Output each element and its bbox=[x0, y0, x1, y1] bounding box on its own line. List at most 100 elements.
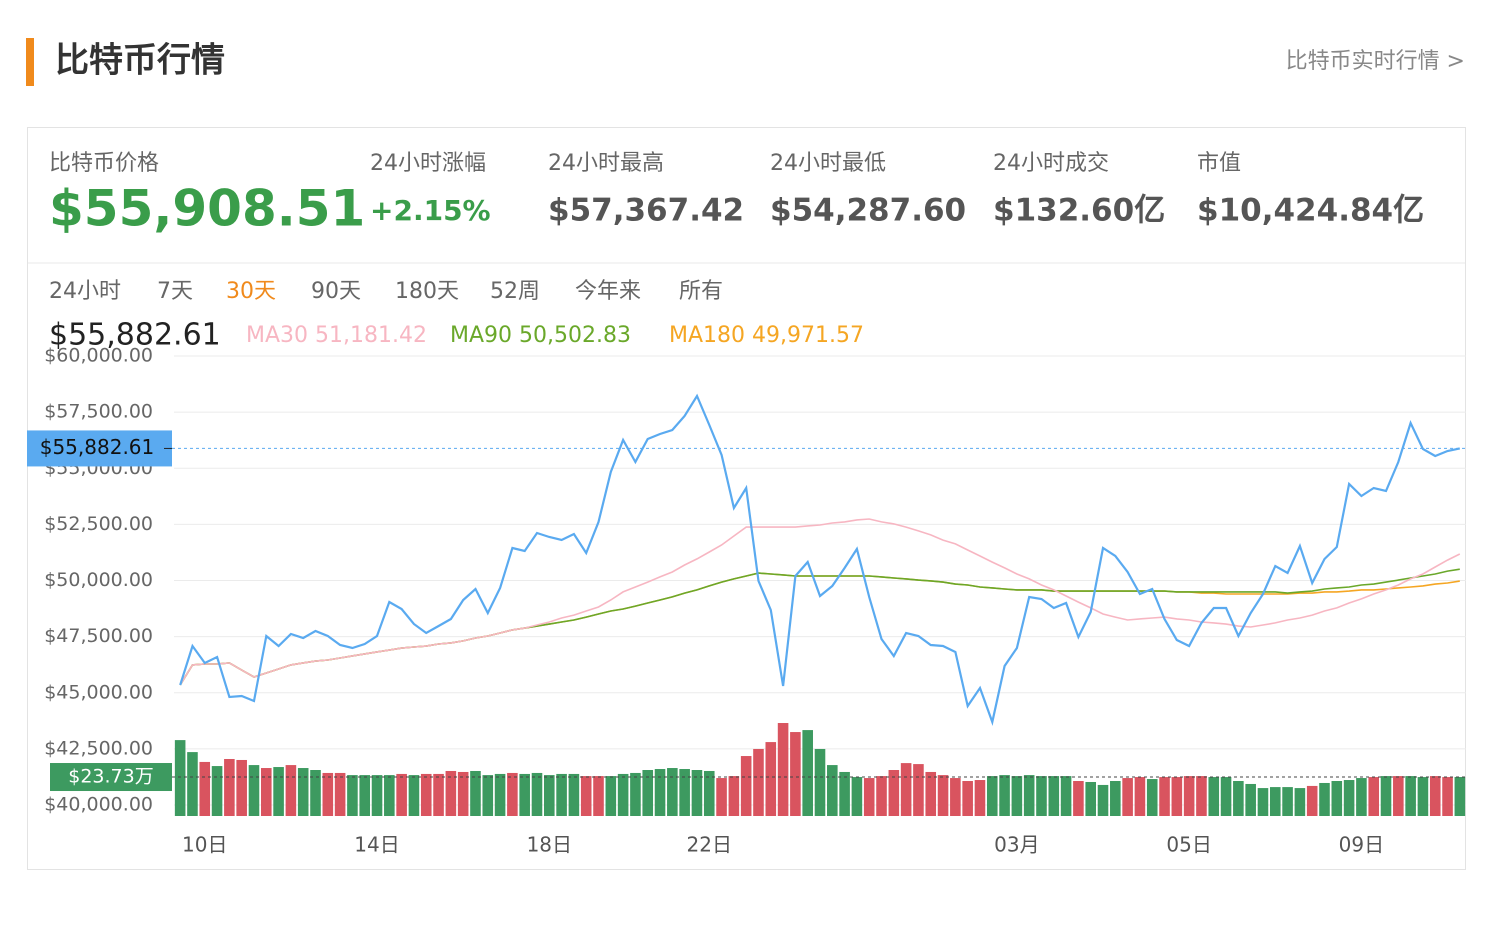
volume-bar bbox=[962, 781, 973, 816]
volume-bar bbox=[900, 763, 912, 816]
y-tick-label: $42,500.00 bbox=[44, 737, 153, 759]
stat-value: $54,287.60 bbox=[770, 193, 966, 229]
volume-bar bbox=[445, 770, 457, 816]
volume-marker-box bbox=[50, 763, 172, 792]
stat-label: 24小时成交 bbox=[993, 151, 1109, 176]
volume-bar bbox=[1442, 777, 1453, 816]
price-marker-label: $55,882.61 bbox=[40, 435, 155, 459]
x-tick-label: 14日 bbox=[354, 833, 399, 857]
volume-bar bbox=[1429, 776, 1441, 816]
y-tick-label: $40,000.00 bbox=[44, 794, 153, 816]
volume-bar bbox=[556, 773, 567, 816]
volume-bar bbox=[1196, 776, 1207, 816]
volume-bar bbox=[1085, 781, 1096, 816]
volume-bar bbox=[1306, 785, 1318, 816]
volume-bar bbox=[950, 778, 961, 816]
volume-bar bbox=[802, 730, 813, 816]
range-tab[interactable]: 7天 bbox=[157, 279, 193, 304]
volume-bar bbox=[1097, 784, 1109, 816]
volume-bar bbox=[470, 770, 481, 816]
volume-bar bbox=[260, 768, 272, 816]
volume-bar bbox=[593, 776, 604, 816]
volume-bar bbox=[482, 775, 494, 816]
volume-bar bbox=[433, 773, 444, 816]
volume-bar bbox=[1331, 781, 1343, 816]
volume-bar bbox=[1454, 777, 1466, 816]
volume-bar bbox=[630, 772, 641, 816]
volume-bar bbox=[1048, 776, 1060, 816]
volume-bar bbox=[494, 773, 506, 816]
stat-label: 市值 bbox=[1197, 151, 1241, 176]
volume-bar bbox=[986, 776, 998, 816]
volume-bar bbox=[1393, 776, 1404, 816]
stat-label: 24小时最高 bbox=[548, 151, 664, 176]
range-tab[interactable]: 90天 bbox=[311, 279, 361, 304]
x-tick-label: 10日 bbox=[182, 833, 227, 857]
volume-bar bbox=[679, 769, 690, 816]
volume-bar bbox=[740, 756, 752, 816]
volume-bar bbox=[1269, 787, 1281, 816]
panel bbox=[27, 127, 1466, 870]
volume-bar bbox=[913, 764, 924, 816]
volume-bar bbox=[1183, 776, 1195, 816]
volume-bar bbox=[519, 773, 530, 816]
price-line bbox=[179, 393, 1461, 726]
volume-bar bbox=[1368, 777, 1380, 816]
range-tab[interactable]: 30天 bbox=[226, 279, 276, 304]
range-tab[interactable]: 24小时 bbox=[49, 279, 121, 304]
x-tick-label: 03月 bbox=[994, 833, 1039, 857]
ma-readout: MA180 49,971.57 bbox=[669, 323, 864, 348]
volume-bar bbox=[716, 778, 727, 816]
stat-label: 24小时涨幅 bbox=[370, 151, 486, 176]
volume-bar bbox=[863, 778, 875, 816]
volume-bar bbox=[937, 775, 949, 816]
volume-bar bbox=[753, 748, 764, 816]
volume-marker-label: $23.73万 bbox=[68, 766, 153, 788]
volume-bar bbox=[999, 775, 1010, 816]
volume-bar bbox=[1122, 778, 1133, 816]
volume-bar bbox=[777, 723, 789, 816]
volume-bar bbox=[174, 740, 186, 816]
volume-bar bbox=[667, 768, 678, 816]
stat-value: $55,908.51 bbox=[49, 180, 365, 238]
volume-bar bbox=[408, 775, 420, 816]
x-tick-label: 05日 bbox=[1166, 833, 1211, 857]
range-tab[interactable]: 180天 bbox=[395, 279, 459, 304]
volume-bar bbox=[654, 769, 666, 816]
current-price: $55,882.61 bbox=[49, 318, 221, 353]
volume-bar bbox=[371, 775, 383, 816]
volume-bar bbox=[1319, 782, 1330, 816]
volume-bar bbox=[1405, 776, 1416, 816]
range-tab[interactable]: 今年来 bbox=[575, 279, 641, 304]
volume-bar bbox=[187, 752, 198, 816]
volume-bar bbox=[1060, 776, 1072, 816]
x-tick-label: 18日 bbox=[527, 833, 572, 857]
stat-value: $10,424.84亿 bbox=[1197, 193, 1424, 229]
volume-bar bbox=[1073, 781, 1084, 816]
x-tick-label: 22日 bbox=[687, 833, 732, 857]
volume-bar bbox=[322, 772, 334, 816]
volume-bar bbox=[1282, 787, 1293, 816]
volume-bar bbox=[703, 770, 715, 816]
realtime-link[interactable]: 比特币实时行情 > bbox=[1286, 49, 1465, 74]
y-tick-label: $57,500.00 bbox=[44, 401, 153, 423]
ma-readout: MA30 51,181.42 bbox=[246, 323, 427, 348]
stat-value: $132.60亿 bbox=[993, 193, 1165, 229]
volume-bar bbox=[211, 766, 223, 816]
volume-bar bbox=[285, 765, 297, 816]
volume-bar bbox=[1208, 777, 1220, 816]
volume-bar bbox=[642, 770, 654, 816]
range-tab[interactable]: 所有 bbox=[679, 279, 723, 304]
volume-bar bbox=[925, 771, 937, 816]
volume-bar bbox=[827, 765, 838, 816]
volume-bar bbox=[1245, 783, 1256, 816]
stat-label: 比特币价格 bbox=[49, 151, 159, 176]
volume-bar bbox=[1011, 776, 1023, 816]
volume-bar bbox=[544, 775, 555, 816]
range-tab[interactable]: 52周 bbox=[490, 279, 540, 304]
volume-bar bbox=[396, 773, 407, 816]
volume-bar bbox=[1233, 781, 1244, 816]
volume-bar bbox=[580, 776, 592, 816]
volume-bar bbox=[273, 767, 284, 816]
ma-readout: MA90 50,502.83 bbox=[450, 323, 631, 348]
